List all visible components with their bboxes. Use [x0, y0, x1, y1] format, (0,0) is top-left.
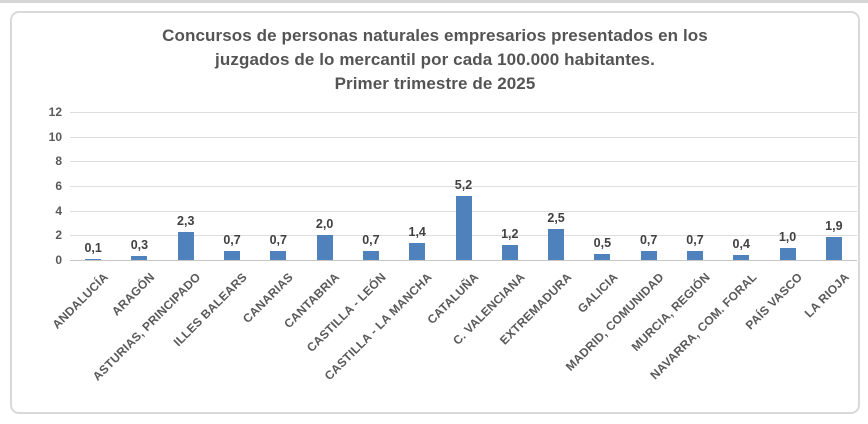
y-tick-label: 10: [48, 129, 62, 144]
y-tick-label: 6: [55, 179, 62, 194]
y-tick-label: 0: [55, 253, 62, 267]
bar: [501, 245, 518, 260]
bar-value-label: 1,9: [825, 218, 843, 233]
x-category-label: GALICIA: [574, 270, 621, 316]
y-gridline: [70, 161, 857, 163]
bar: [686, 251, 703, 260]
x-category-label: MURCIA, REGIÓN: [628, 270, 713, 355]
bar-value-label: 0,4: [732, 237, 750, 252]
plot-area: 0 2 4 6 8 10 12 0,1 ANDALUCÍA 0,3 ARAGÓN 2,3 ASTURIA…: [12, 13, 858, 412]
bar-value-label: 5,2: [454, 177, 473, 192]
bar: [640, 251, 657, 260]
x-category-label: ARAGÓN: [108, 270, 158, 319]
bar: [131, 256, 148, 260]
bar: [224, 251, 241, 260]
bar: [825, 236, 842, 260]
bar: [409, 242, 426, 260]
bar: [779, 247, 796, 260]
chart-title: Concursos de personas naturales empresar…: [12, 24, 858, 96]
x-axis-line: [70, 260, 857, 261]
x-category-label: ANDALUCÍA: [49, 270, 112, 332]
bar: [270, 251, 287, 260]
bar: [733, 255, 750, 260]
y-gridline: [70, 136, 857, 138]
chart-title-line-2: juzgados de lo mercantil por cada 100.00…: [215, 50, 655, 69]
bar: [362, 251, 379, 260]
bar-value-label: 2,0: [315, 217, 334, 232]
bar-value-label: 0,7: [639, 233, 658, 248]
y-tick-label: 4: [55, 203, 62, 218]
bar: [85, 258, 102, 260]
bar: [316, 235, 333, 260]
bar-value-label: 0,7: [362, 233, 380, 248]
bar-value-label: 1,2: [501, 227, 519, 242]
chart-frame: Concursos de personas naturales empresar…: [10, 11, 860, 414]
bar-value-label: 0,3: [130, 238, 149, 253]
x-category-label: CASTILLA - LEÓN: [304, 270, 389, 355]
y-tick-label: 2: [55, 228, 62, 243]
y-gridline: [70, 186, 857, 188]
bar-value-label: 1,0: [778, 229, 797, 244]
bar-value-label: 0,5: [593, 235, 612, 250]
bar-value-label: 0,7: [686, 233, 704, 248]
bar-value-label: 2,5: [547, 211, 565, 226]
chart-title-line-1: Concursos de personas naturales empresar…: [162, 26, 708, 45]
bar-value-label: 1,4: [408, 224, 426, 239]
bar-value-label: 0,7: [269, 233, 287, 248]
x-category-label: LA RIOJA: [801, 270, 852, 321]
y-tick-label: 12: [48, 105, 62, 120]
bar: [594, 253, 611, 260]
chart-title-line-3: Primer trimestre de 2025: [334, 74, 536, 93]
bar-value-label: 2,3: [177, 213, 195, 228]
bar: [455, 195, 472, 260]
y-tick-label: 8: [55, 154, 62, 169]
bar: [548, 229, 565, 260]
y-gridline: [70, 112, 857, 114]
bar: [177, 231, 194, 260]
bar-value-label: 0,1: [84, 240, 102, 255]
bar-value-label: 0,7: [223, 233, 241, 248]
top-edge-divider: [0, 0, 868, 3]
